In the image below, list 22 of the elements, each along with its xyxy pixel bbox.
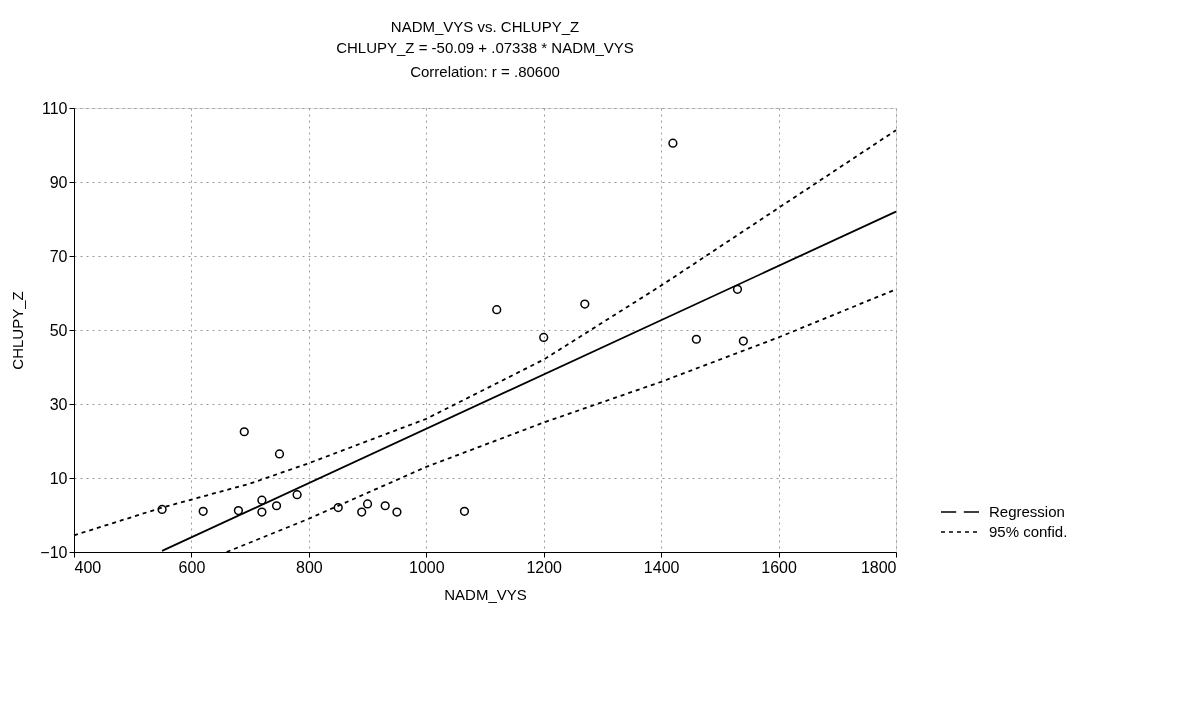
y-tick-label: 110 — [41, 99, 68, 117]
y-tick-label: 90 — [49, 173, 68, 191]
y-tick-label: 70 — [49, 247, 68, 265]
x-tick-label: 600 — [178, 558, 206, 576]
x-tick-label: 1800 — [860, 558, 897, 576]
x-tick-label: 400 — [74, 558, 102, 576]
x-tick-label: 1200 — [526, 558, 563, 576]
x-tick-label: 1400 — [643, 558, 680, 576]
y-tick-label: 50 — [49, 321, 68, 339]
x-tick-label: 1000 — [408, 558, 445, 576]
text: Correlation: r = .80600 — [410, 63, 560, 80]
y-tick-label: −10 — [40, 543, 68, 561]
x-tick-label: 1600 — [761, 558, 797, 576]
y-axis-title: CHLUPY_Z — [9, 291, 27, 370]
legend-label: 95% confid. — [989, 523, 1068, 540]
legend-label: Regression — [989, 503, 1065, 520]
chart-title: NADM_VYS vs. CHLUPY_Z — [390, 18, 580, 35]
x-tick-label: 800 — [296, 558, 323, 576]
y-tick-label: 30 — [49, 395, 68, 413]
y-tick-label: 10 — [49, 469, 68, 487]
x-axis-title: NADM_VYS — [444, 585, 527, 603]
text: CHLUPY_Z = -50.09 + .07338 * NADM_VYS — [336, 39, 634, 56]
